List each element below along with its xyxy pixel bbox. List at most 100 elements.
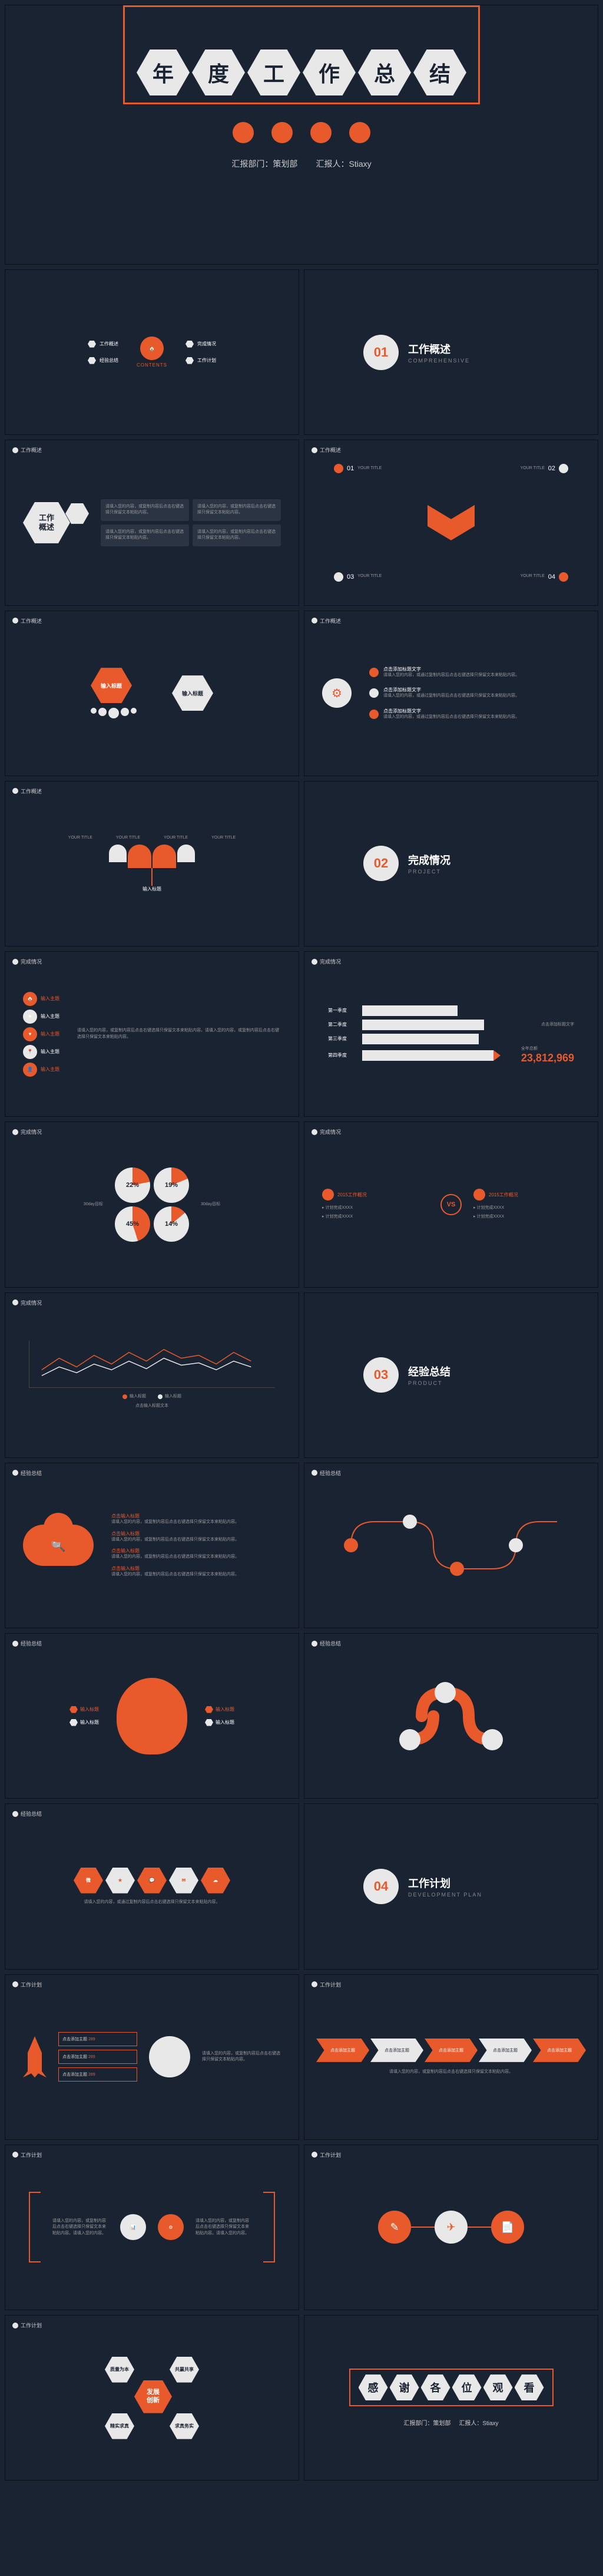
item-num: 03 [347,573,354,580]
social-hex: ★ [105,1868,135,1894]
bracket-icon: ⚙ [158,2214,184,2240]
chevron-desc: 请填入您的内容，或复制内容后点击右键选择只保留文本粘贴内容。 [389,2069,513,2076]
slide-head: 经验总结 输入标题 输入标题 输入标题 输入标题 [5,1633,299,1799]
section-title: 工作计划 [408,1875,482,1891]
slide-overview-hex: 工作概述 工作概述 请填入您的内容，或复制内容后点击右键选择只保留文本粘贴内容。… [5,440,299,605]
item-title: YOUR TITLE [521,573,545,580]
chevron-step: 点击添加主题 [479,2039,532,2062]
slide-pie-quad: 完成情况 30day目标 22% 19% 45% 14% 30day目标 [5,1122,299,1287]
section-number: 03 [363,1357,399,1393]
breadcrumb: 工作概述 [12,446,42,454]
slide-cloud: 经验总结 🔍 点击输入标题请填入您的内容，或复制内容后点击右键选择只保留文本来粘… [5,1463,299,1628]
item-title: YOUR TITLE [521,466,545,472]
list-icon: 🏠 [23,992,37,1006]
legend-label: 输入标题 [130,1394,146,1400]
connector [468,2227,491,2228]
hex-around: 质量为本 [105,2357,134,2383]
slide-hex-cluster: 工作计划 发展创新 质量为本 共赢共享 精实求真 求真务实 [5,2315,299,2481]
thanks-char: 谢 [390,2374,419,2400]
person-value: Stiaxy [349,159,372,169]
branch-title: 点击添加标题文字 [383,708,519,714]
breadcrumb: 工作计划 [312,2151,341,2159]
hero-icons [5,122,598,143]
list-icon: ♥ [23,1027,37,1041]
run-icon [233,122,254,143]
bullet-icon [334,572,343,582]
breadcrumb: 工作计划 [12,2151,42,2159]
total-value: 23,812,969 [521,1052,574,1064]
chevron-step: 点击添加主题 [425,2039,478,2062]
plan-box: 点击添加主题 289 [58,2050,137,2064]
bracket-text: 请填入您的内容，或复制内容后点击右键选择只保留文本来粘贴内容。请填入您的内容。 [196,2218,251,2237]
bar-label: 第一季度 [328,1007,357,1014]
step-circle: ✈ [435,2211,468,2244]
social-hex: 💬 [137,1868,167,1894]
bar-fill [362,1005,458,1016]
pie-value: 14% [165,1221,178,1228]
connector [411,2227,435,2228]
slide-loop: 经验总结 [304,1633,598,1799]
step-circle: 📄 [491,2211,524,2244]
umbrella-handle [151,868,153,886]
slide-linked-circles: 工作计划 ✎ ✈ 📄 [304,2145,598,2310]
column-title: 2015工作概况 [337,1192,367,1198]
total-label: 全年总额 [521,1046,574,1053]
hex-around: 求真务实 [170,2413,199,2439]
section-title: 完成情况 [408,852,450,868]
hex-icon [69,1706,78,1713]
pie-value: 45% [126,1221,139,1228]
hero-title: 年 度 工 作 总 结 [137,50,466,95]
slide-hero: 年 度 工 作 总 结 汇报部门：策划部 汇报人：Stiaxy [5,5,598,265]
thanks-char: 观 [483,2374,513,2400]
node-icon [369,710,379,719]
breadcrumb: 工作概述 [312,617,341,625]
plan-box: 点击添加主题 289 [58,2032,137,2046]
node-icon [369,688,379,698]
dot-icon [131,708,137,714]
umbrella-segment [177,845,195,862]
rocket-icon [23,2036,47,2077]
social-hex: ☁ [201,1868,230,1894]
breadcrumb: 经验总结 [12,1469,42,1477]
dot-icon [108,708,119,718]
hex-icon [185,341,194,348]
contents-label: CONTENTS [125,362,178,368]
pie-value: 22% [126,1182,139,1189]
legend-label: 输入标题 [165,1394,181,1400]
pie-value: 19% [165,1182,178,1189]
slide-path: 经验总结 [304,1463,598,1628]
hero-char: 作 [303,50,356,95]
head-item: 输入标题 [216,1706,234,1713]
toc-item: 工作概述 [100,341,118,347]
breadcrumb: 工作计划 [12,1981,42,1988]
section-number: 04 [363,1869,399,1904]
item-title: YOUR TITLE [164,835,188,842]
hex-icon [185,357,194,364]
chart-caption: 点击输入标题文本 [135,1403,168,1410]
umbrella-segment [128,845,151,868]
hex-icon [88,341,96,348]
slide-line-chart: 完成情况 输入标题 输入标题 点击输入标题文本 [5,1292,299,1458]
breadcrumb: 完成情况 [312,1128,341,1136]
breadcrumb: 经验总结 [312,1469,341,1477]
description: 请填入您的内容，或复制内容后点击右键选择只保留文本来粘贴内容。请填入您的内容，或… [77,1028,281,1040]
item-title: YOUR TITLE [68,835,92,842]
bullet-icon [559,572,568,582]
center-shape [428,505,475,540]
text-box: 请填入您的内容，或复制内容后点击右键选择只保留文本粘贴内容。 [193,499,281,521]
list-item: 输入主题 [41,1048,59,1055]
section-subtitle: PROJECT [408,869,450,875]
header-icon [322,1189,334,1200]
bar-label: 第四季度 [328,1052,357,1058]
bullet-icon [334,464,343,473]
vs-item: 计划完成XXXX [325,1206,353,1210]
slide-section-04: 04 工作计划 DEVELOPMENT PLAN [304,1803,598,1969]
hex-main: 工作概述 [23,502,70,543]
slide-vs: 完成情况 2015工作概况 ▸ 计划完成XXXX ▸ 计划完成XXXX VS 2… [304,1122,598,1287]
head-item: 输入标题 [80,1719,99,1726]
item-title: YOUR TITLE [357,466,382,472]
legend-dot [158,1394,163,1399]
breadcrumb: 工作概述 [12,787,42,795]
section-subtitle: COMPREHENSIVE [408,358,470,364]
bracket-right [263,2192,275,2262]
